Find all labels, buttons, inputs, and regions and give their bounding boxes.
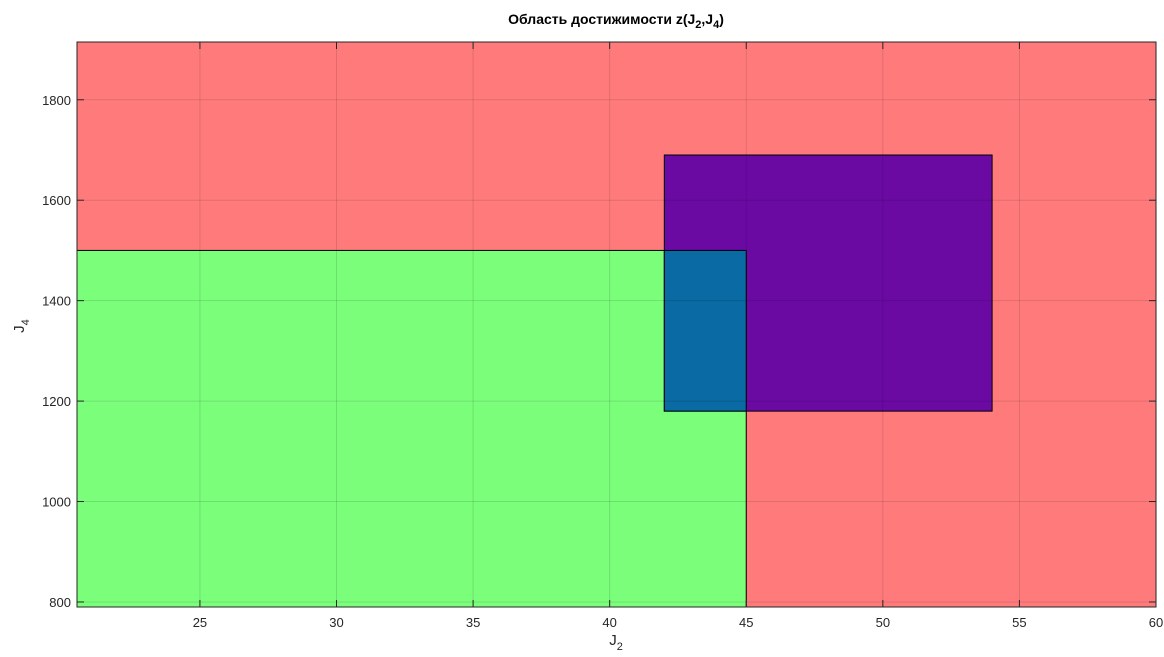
x-tick-label: 55 <box>1012 615 1026 630</box>
tick-labels-layer: 25 30 35 40 45 50 55 60 800 1000 1200 1400 1600 1800 <box>42 93 1163 630</box>
y-tick-label: 1400 <box>42 294 71 309</box>
chart-title: Область достижимости z(J2,J4) <box>508 11 724 31</box>
x-tick-label: 30 <box>329 615 343 630</box>
grid-layer <box>77 42 1157 607</box>
y-tick-label: 1000 <box>42 495 71 510</box>
plot-box <box>76 41 1157 608</box>
x-axis-label: J2 <box>609 632 623 653</box>
region-4 <box>663 249 747 412</box>
x-tick-label: 35 <box>466 615 480 630</box>
x-tick-label: 50 <box>876 615 890 630</box>
y-tick-label: 1200 <box>42 394 71 409</box>
region-2 <box>76 249 747 608</box>
y-tick-label: 800 <box>49 595 71 610</box>
y-axis-label: J4 <box>11 319 32 333</box>
x-tick-label: 60 <box>1149 615 1163 630</box>
x-tick-label: 45 <box>739 615 753 630</box>
y-tick-label: 1800 <box>42 93 71 108</box>
y-tick-label: 1600 <box>42 193 71 208</box>
x-tick-label: 40 <box>602 615 616 630</box>
regions-layer <box>76 41 1157 608</box>
x-tick-label: 25 <box>193 615 207 630</box>
axes-layer <box>76 41 1157 608</box>
